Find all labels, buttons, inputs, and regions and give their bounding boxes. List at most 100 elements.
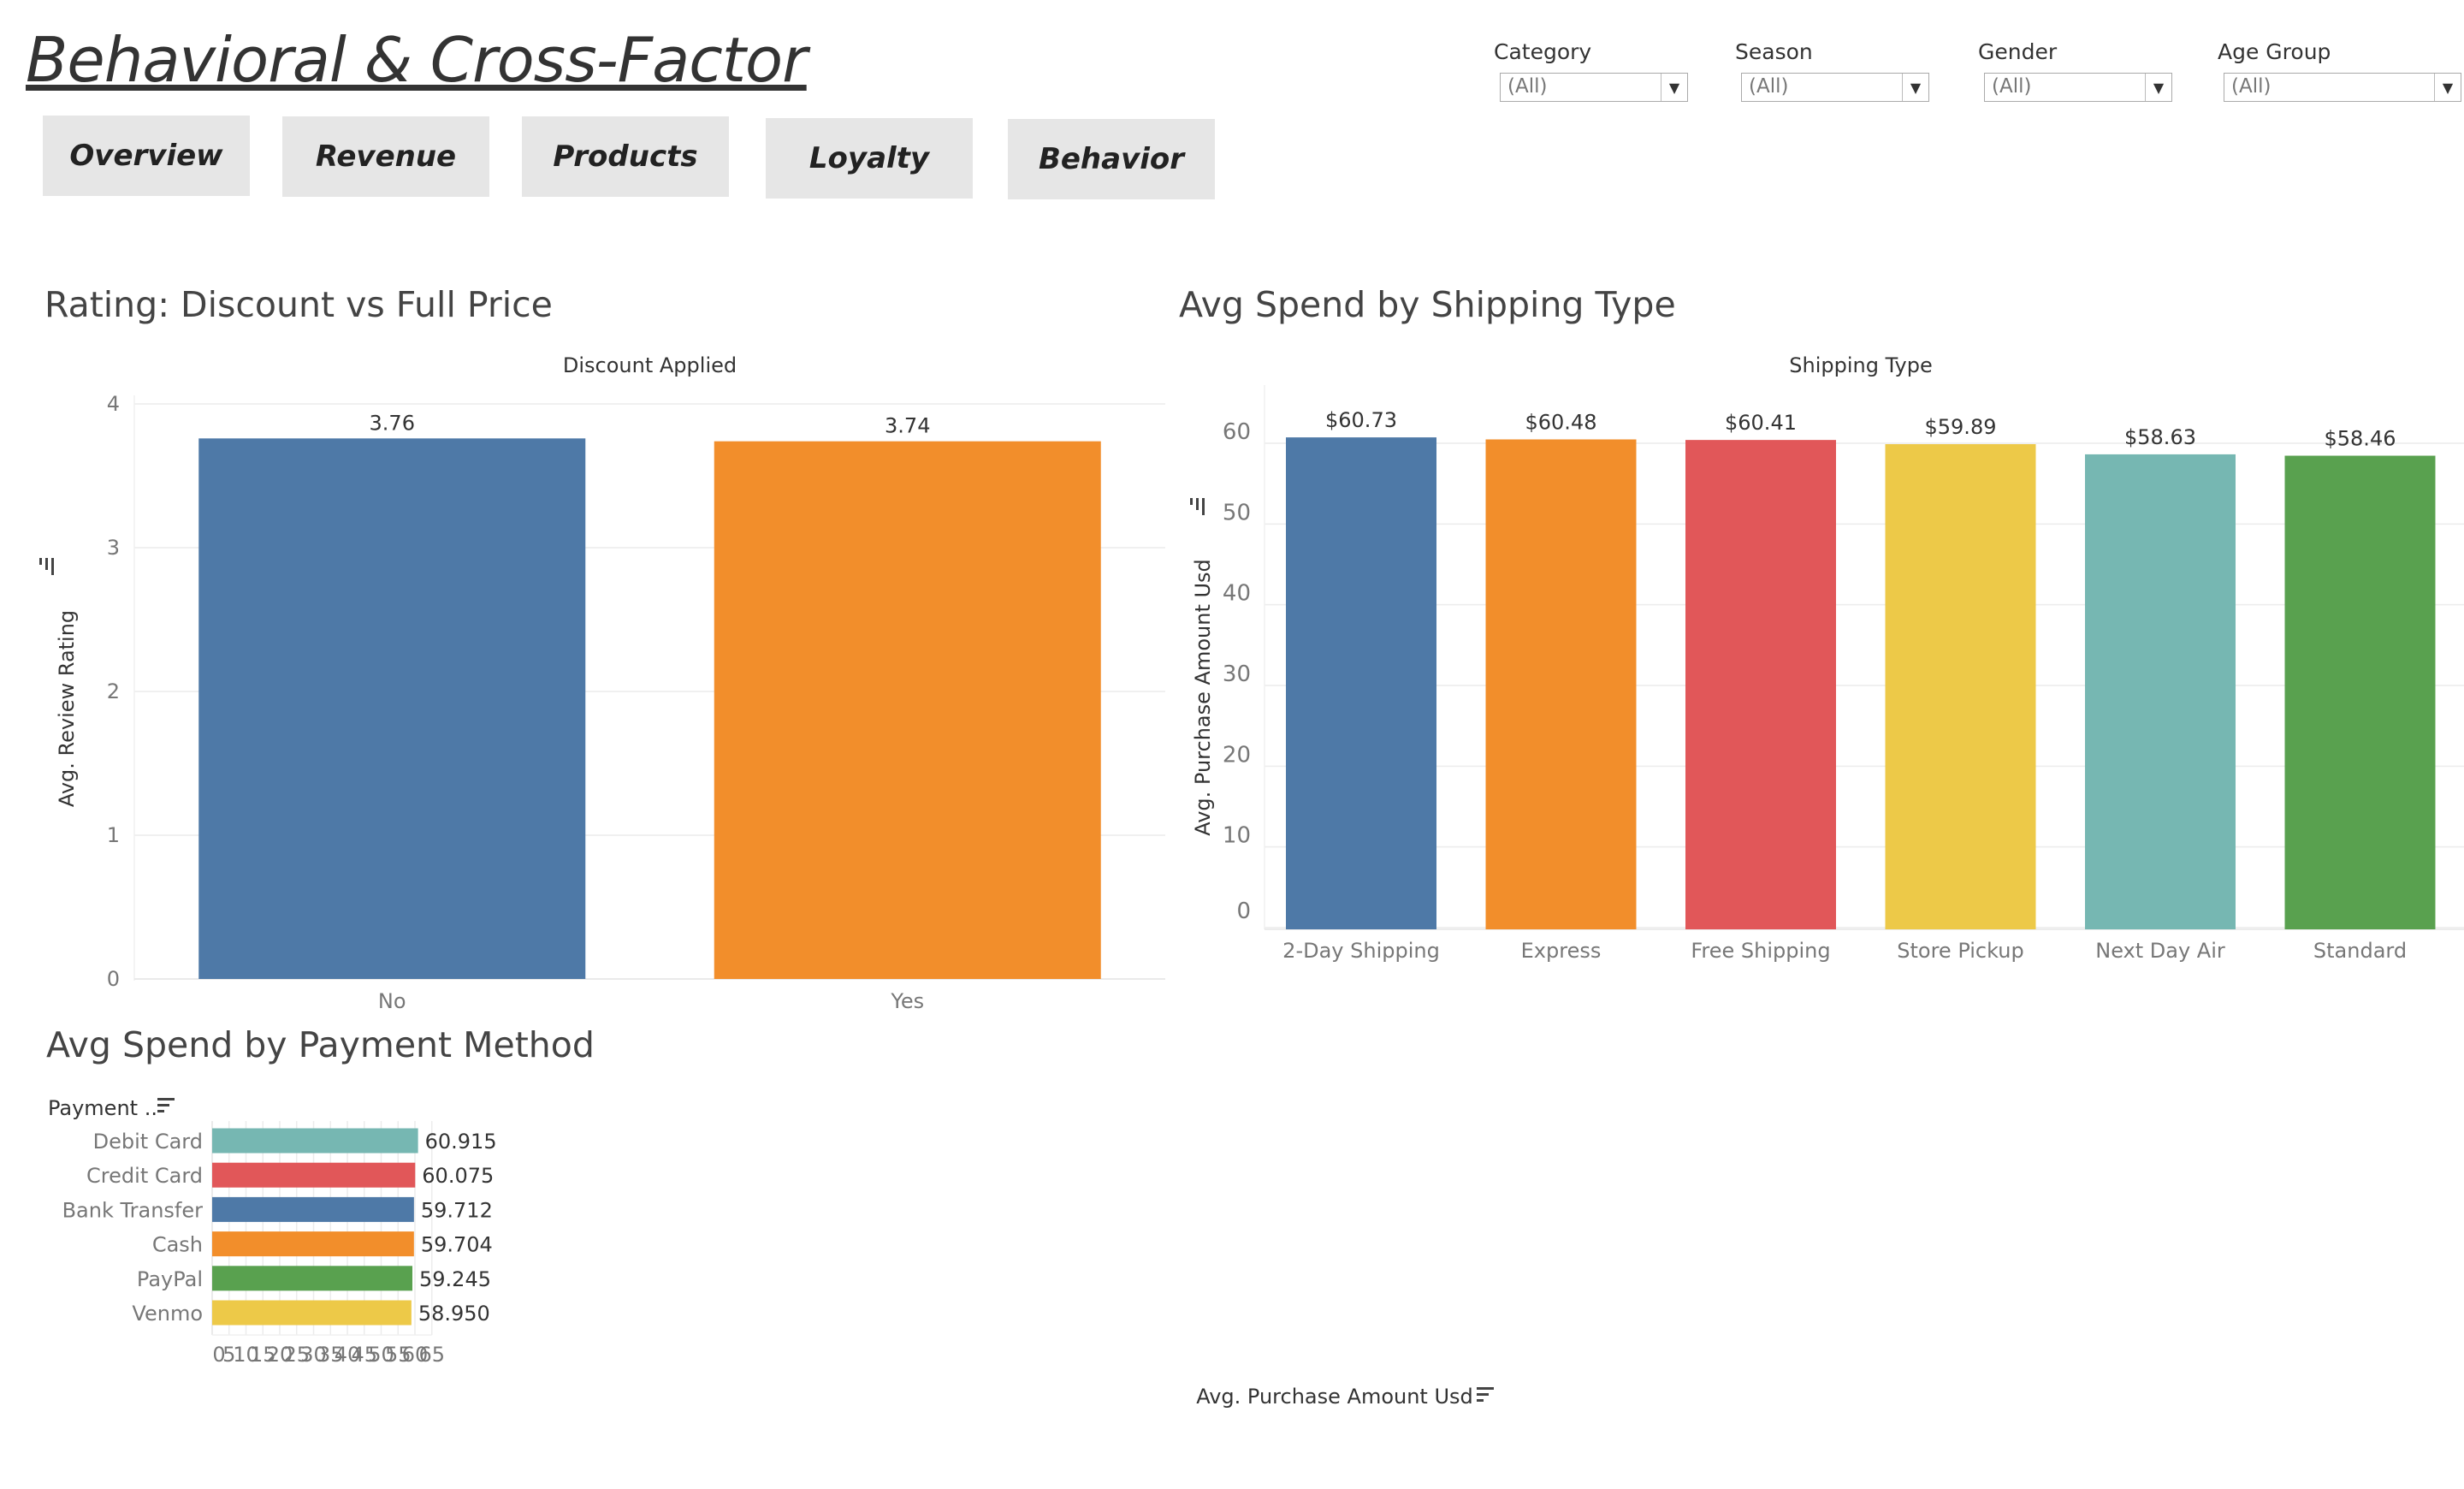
filter-category-value: (All) bbox=[1507, 75, 1548, 98]
chart3-x-tick-label: 35 bbox=[317, 1343, 344, 1367]
chart1-data-label: 3.74 bbox=[885, 414, 930, 438]
chart3-x-tick-label: 50 bbox=[368, 1343, 394, 1367]
chart1-title: Rating: Discount vs Full Price bbox=[44, 284, 553, 325]
chart3-data-label: 58.950 bbox=[418, 1302, 490, 1326]
chart2-y-tick-label: 60 bbox=[1223, 419, 1251, 445]
chart2-y-axis-label: Avg. Purchase Amount Usd bbox=[1191, 559, 1215, 836]
chart2-bar bbox=[2284, 455, 2436, 929]
chart2-y-tick-label: 40 bbox=[1223, 581, 1251, 607]
chart3-x-tick-label: 65 bbox=[418, 1343, 445, 1367]
chart1-y-tick-label: 2 bbox=[107, 679, 120, 703]
chart2-data-label: $60.41 bbox=[1725, 411, 1797, 435]
nav-overview-label: Overview bbox=[69, 139, 223, 173]
filter-gender-label: Gender bbox=[1978, 39, 2058, 64]
chart2-y-tick-label: 0 bbox=[1236, 899, 1251, 924]
nav-overview-button[interactable]: Overview bbox=[43, 116, 250, 196]
nav-revenue-button[interactable]: Revenue bbox=[282, 116, 489, 197]
chart3-x-tick-label: 30 bbox=[300, 1343, 327, 1367]
chart3-y-tick-label: PayPal bbox=[137, 1267, 203, 1291]
chart3-x-tick-label: 15 bbox=[250, 1343, 276, 1367]
chart2-bar bbox=[1485, 439, 1637, 929]
filter-age-group: Age Group (All) ▼ bbox=[2218, 39, 2461, 102]
chart1-y-tick-label: 3 bbox=[107, 536, 120, 560]
chart1-x-tick-label: No bbox=[378, 989, 406, 1013]
sort-icon[interactable] bbox=[157, 1098, 175, 1112]
chart3-x-tick-label: 55 bbox=[385, 1343, 412, 1367]
chevron-down-icon[interactable]: ▼ bbox=[2434, 74, 2461, 101]
chart3-x-tick-label: 0 bbox=[212, 1343, 225, 1367]
chart3-x-tick-label: 10 bbox=[233, 1343, 259, 1367]
chart2-bar bbox=[2085, 454, 2236, 929]
chart1-bar-yes bbox=[714, 441, 1101, 979]
sort-icon[interactable] bbox=[39, 558, 54, 575]
filter-age-group-value: (All) bbox=[2231, 75, 2272, 98]
chevron-down-icon[interactable]: ▼ bbox=[2145, 74, 2171, 101]
chart3-category-header: Payment .. bbox=[48, 1096, 157, 1120]
chart3-data-label: 60.915 bbox=[425, 1130, 497, 1154]
chart3-bar bbox=[212, 1162, 416, 1188]
chart2-x-tick-label: 2-Day Shipping bbox=[1282, 939, 1440, 963]
filter-season-label: Season bbox=[1735, 39, 1813, 64]
chevron-down-icon[interactable]: ▼ bbox=[1902, 74, 1928, 101]
filter-category-label: Category bbox=[1494, 39, 1592, 64]
chart2-y-tick-label: 50 bbox=[1223, 500, 1251, 525]
chart2-bar bbox=[1286, 437, 1436, 930]
chart2-x-tick-label: Store Pickup bbox=[1897, 939, 2023, 963]
chart2-data-label: $60.48 bbox=[1525, 410, 1597, 434]
chart1-data-label: 3.76 bbox=[370, 411, 415, 435]
chart2-x-tick-label: Express bbox=[1521, 939, 1602, 963]
chart3-x-tick-label: 60 bbox=[402, 1343, 429, 1367]
chart3-x-tick-label: 45 bbox=[351, 1343, 377, 1367]
shipping-spend-chart: Shipping Type 0 10 20 30 40 50 60 $60.73 2-Day Sh… bbox=[1190, 353, 2464, 963]
chart2-x-tick-label: Free Shipping bbox=[1691, 939, 1830, 963]
chart3-y-tick-label: Credit Card bbox=[86, 1164, 203, 1188]
chart3-x-tick-label: 5 bbox=[222, 1343, 235, 1367]
chart2-bar bbox=[1885, 444, 2036, 929]
filter-season-select[interactable]: (All) ▼ bbox=[1741, 73, 1929, 102]
chevron-down-icon[interactable]: ▼ bbox=[1661, 74, 1687, 101]
chart3-data-label: 59.712 bbox=[421, 1198, 493, 1222]
filter-gender-select[interactable]: (All) ▼ bbox=[1984, 73, 2172, 102]
chart1-y-tick-label: 1 bbox=[107, 823, 120, 847]
chart3-data-label: 59.245 bbox=[419, 1267, 491, 1291]
chart2-data-label: $58.46 bbox=[2325, 427, 2396, 451]
dashboard-title: Behavioral & Cross-Factor bbox=[26, 24, 808, 96]
chart2-y-tick-label: 20 bbox=[1223, 742, 1251, 768]
chart2-x-tick-label: Standard bbox=[2313, 939, 2407, 963]
chart3-bar bbox=[212, 1196, 414, 1222]
chart3-x-tick-label: 20 bbox=[267, 1343, 293, 1367]
chart2-data-label: $59.89 bbox=[1925, 415, 1997, 439]
chart1-x-tick-label: Yes bbox=[890, 989, 924, 1013]
sort-icon[interactable] bbox=[1190, 498, 1205, 515]
chart1-y-axis-label: Avg. Review Rating bbox=[55, 610, 79, 807]
chart3-y-tick-label: Cash bbox=[152, 1233, 203, 1257]
filter-gender: Gender (All) ▼ bbox=[1978, 39, 2172, 102]
chart2-y-tick-label: 10 bbox=[1223, 823, 1251, 849]
chart2-y-tick-label: 30 bbox=[1223, 661, 1251, 687]
filter-age-group-select[interactable]: (All) ▼ bbox=[2224, 73, 2461, 102]
nav-behavior-label: Behavior bbox=[1038, 142, 1185, 176]
chart1-y-tick-label: 0 bbox=[107, 967, 120, 991]
chart3-data-label: 60.075 bbox=[422, 1164, 494, 1188]
nav-products-button[interactable]: Products bbox=[522, 116, 729, 197]
chart3-y-tick-label: Debit Card bbox=[93, 1130, 203, 1154]
filter-gender-value: (All) bbox=[1992, 75, 2032, 98]
chart3-x-tick-label: 25 bbox=[283, 1343, 310, 1367]
chart3-bar bbox=[212, 1231, 414, 1257]
nav-loyalty-label: Loyalty bbox=[808, 141, 930, 175]
nav-revenue-label: Revenue bbox=[315, 139, 457, 174]
rating-discount-chart: Discount Applied 0 1 2 3 4 3.76 No 3.74 Yes Avg. R… bbox=[39, 353, 1165, 1013]
filter-category-select[interactable]: (All) ▼ bbox=[1500, 73, 1688, 102]
chart3-bar bbox=[212, 1300, 412, 1326]
nav-loyalty-button[interactable]: Loyalty bbox=[766, 118, 973, 199]
chart3-x-tick-label: 40 bbox=[335, 1343, 361, 1367]
chart3-y-tick-label: Venmo bbox=[132, 1302, 203, 1326]
nav-behavior-button[interactable]: Behavior bbox=[1008, 119, 1215, 199]
chart2-bar bbox=[1685, 440, 1836, 929]
chart2-title: Avg Spend by Shipping Type bbox=[1179, 284, 1676, 325]
chart3-bar bbox=[212, 1128, 418, 1154]
chart2-data-label: $60.73 bbox=[1325, 408, 1397, 432]
nav-products-label: Products bbox=[553, 139, 698, 174]
sort-icon[interactable] bbox=[1477, 1387, 1494, 1402]
